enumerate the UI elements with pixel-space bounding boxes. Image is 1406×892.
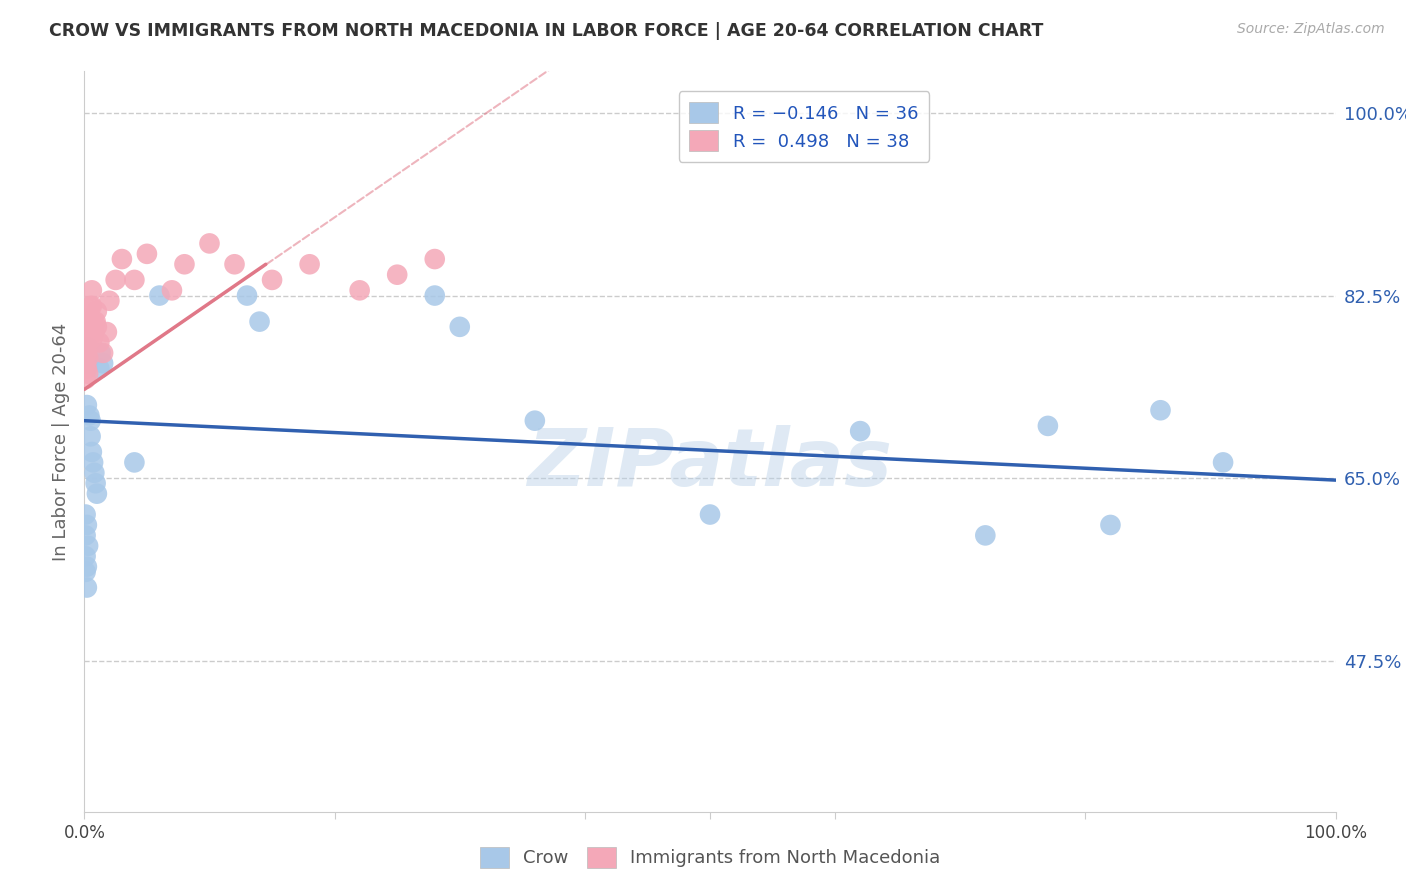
Point [79, 299, 101, 313]
Point [80, 283, 103, 297]
Point [75, 372, 97, 386]
Point [75, 549, 97, 564]
Point [89, 361, 111, 376]
Point [75, 528, 97, 542]
Point [82, 330, 104, 344]
Text: CROW VS IMMIGRANTS FROM NORTH MACEDONIA IN LABOR FORCE | AGE 20-64 CORRELATION C: CROW VS IMMIGRANTS FROM NORTH MACEDONIA … [49, 22, 1043, 40]
Point [111, 252, 134, 266]
Point [76, 559, 98, 574]
Point [198, 236, 221, 251]
Point [77, 319, 100, 334]
Point [76, 361, 98, 376]
Point [90, 346, 112, 360]
Point [224, 257, 246, 271]
Point [449, 319, 471, 334]
Point [249, 315, 271, 329]
Point [79, 429, 101, 443]
Point [96, 325, 118, 339]
Point [385, 268, 409, 282]
Point [236, 288, 259, 302]
Point [79, 315, 101, 329]
Point [75, 356, 97, 370]
Text: Source: ZipAtlas.com: Source: ZipAtlas.com [1237, 22, 1385, 37]
Point [1099, 518, 1122, 533]
Point [83, 325, 105, 339]
Point [79, 409, 101, 423]
Point [98, 293, 121, 308]
Point [849, 424, 872, 438]
Point [86, 319, 108, 334]
Point [76, 581, 98, 595]
Point [80, 299, 103, 313]
Point [83, 466, 105, 480]
Point [82, 455, 104, 469]
Point [84, 476, 107, 491]
Point [84, 315, 107, 329]
Point [262, 273, 284, 287]
Point [423, 252, 446, 266]
Point [1149, 403, 1171, 417]
Point [86, 486, 108, 500]
Point [86, 304, 108, 318]
Point [79, 414, 101, 428]
Point [148, 288, 170, 302]
Point [77, 335, 100, 350]
Point [974, 528, 997, 542]
Point [173, 257, 195, 271]
Point [75, 341, 97, 355]
Point [77, 539, 100, 553]
Point [76, 346, 98, 360]
Point [349, 283, 371, 297]
Text: ZIPatlas: ZIPatlas [527, 425, 893, 503]
Point [124, 273, 146, 287]
Point [77, 351, 100, 365]
Point [82, 315, 104, 329]
Legend: Crow, Immigrants from North Macedonia: Crow, Immigrants from North Macedonia [471, 838, 949, 877]
Point [77, 341, 100, 355]
Point [75, 508, 97, 522]
Point [77, 367, 100, 381]
Point [1212, 455, 1234, 469]
Point [76, 398, 98, 412]
Point [1036, 418, 1059, 433]
Point [298, 257, 321, 271]
Point [523, 414, 546, 428]
Point [136, 247, 159, 261]
Y-axis label: In Labor Force | Age 20-64: In Labor Force | Age 20-64 [52, 322, 70, 561]
Point [89, 335, 111, 350]
Point [77, 356, 100, 370]
Point [160, 283, 183, 297]
Point [699, 508, 721, 522]
Point [76, 518, 98, 533]
Point [91, 346, 114, 360]
Point [79, 315, 101, 329]
Point [124, 455, 146, 469]
Point [423, 288, 446, 302]
Point [91, 356, 114, 370]
Point [80, 445, 103, 459]
Point [76, 330, 98, 344]
Point [75, 565, 97, 579]
Point [104, 273, 127, 287]
